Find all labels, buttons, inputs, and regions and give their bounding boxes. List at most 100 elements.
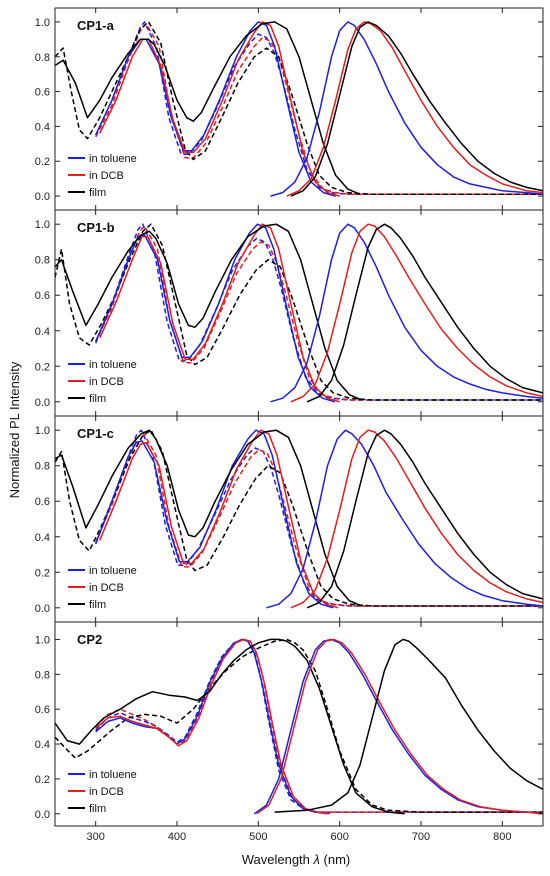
y-tick-label: 0.4: [35, 739, 50, 751]
panel-title: CP1-b: [77, 220, 115, 235]
panel-title: CP1-c: [77, 426, 114, 441]
y-tick-label: 1.0: [35, 634, 50, 646]
legend-label: in toluene: [89, 359, 137, 371]
y-tick-label: 0.8: [35, 461, 50, 473]
legend-label: film: [89, 599, 106, 611]
x-tick-label: 800: [493, 831, 511, 843]
y-tick-label: 0.0: [35, 603, 50, 615]
series-line-absorption-1: [95, 21, 543, 196]
series-line-absorption-6: [55, 638, 405, 815]
x-axis-title: Wavelength λ (nm): [242, 852, 351, 867]
series-group: [55, 638, 543, 815]
y-tick-label: 0.2: [35, 774, 50, 786]
series-line-emission-7: [270, 21, 543, 197]
y-tick-label: 0.4: [35, 121, 50, 133]
x-axis-title-symbol: λ: [313, 852, 320, 867]
y-tick-label: 0.0: [35, 191, 50, 203]
panel-2: 0.0 0.2 0.4 0.6 0.8 1.0 CP1-b in toluene in DCB f…: [35, 209, 544, 417]
series-group: [55, 429, 543, 609]
series-group: [55, 223, 543, 403]
series-line-absorption-6: [55, 21, 361, 195]
series-line-absorption-2: [95, 225, 543, 401]
series-line-absorption-4: [95, 638, 328, 815]
series-line-absorption-2: [95, 22, 543, 196]
y-tick-label: 0.2: [35, 567, 50, 579]
y-tick-label: 0.6: [35, 290, 50, 302]
x-tick-label: 600: [330, 831, 348, 843]
legend-label: in DCB: [89, 376, 124, 388]
panel-title: CP1-a: [77, 18, 115, 33]
panels-group: 0.0 0.2 0.4 0.6 0.8 1.0 CP1-a in toluene in DCB f…: [35, 7, 544, 843]
y-tick-label: 0.8: [35, 669, 50, 681]
legend: in toluene in DCB film: [68, 153, 137, 199]
legend-label: in toluene: [89, 565, 137, 577]
series-line-absorption-3: [55, 429, 543, 607]
series-line-emission-9: [306, 223, 543, 403]
legend-label: film: [89, 187, 106, 199]
y-tick-label: 0.6: [35, 496, 50, 508]
y-tick-label: 0.0: [35, 397, 50, 409]
legend: in toluene in DCB film: [68, 769, 137, 815]
series-line-emission-7: [270, 223, 543, 403]
y-tick-label: 0.8: [35, 255, 50, 267]
series-line-absorption-6: [55, 429, 362, 607]
panel-1: 0.0 0.2 0.4 0.6 0.8 1.0 CP1-a in toluene in DCB f…: [35, 7, 544, 211]
series-line-emission-8: [256, 638, 543, 815]
panel-title: CP2: [77, 632, 102, 647]
series-line-emission-9: [306, 429, 543, 609]
x-tick-label: 300: [86, 831, 104, 843]
panel-4: 0.0 0.2 0.4 0.6 0.8 1.0 300 400 500 600 700 800 CP2 i…: [35, 621, 544, 843]
y-tick-label: 1.0: [35, 17, 50, 29]
series-line-absorption-3: [55, 638, 543, 813]
x-tick-label: 400: [168, 831, 186, 843]
x-tick-label: 500: [249, 831, 267, 843]
y-tick-label: 1.0: [35, 425, 50, 437]
y-axis-title: Normalized PL Intensity: [7, 361, 22, 498]
series-line-absorption-2: [95, 431, 543, 607]
panel-frame: [54, 209, 544, 417]
panel-frame: [54, 621, 544, 827]
panel-3: 0.0 0.2 0.4 0.6 0.8 1.0 CP1-c in toluene in DCB f…: [35, 415, 544, 623]
series-line-absorption-4: [94, 429, 334, 609]
series-line-emission-9: [274, 638, 543, 813]
legend: in toluene in DCB film: [68, 565, 137, 611]
y-tick-label: 0.4: [35, 532, 50, 544]
series-line-emission-8: [290, 429, 543, 609]
series-line-emission-9: [290, 21, 543, 197]
series-line-absorption-5: [99, 429, 339, 609]
legend-label: in DCB: [89, 582, 124, 594]
series-line-absorption-3: [55, 21, 543, 196]
x-tick-label: 700: [412, 831, 430, 843]
series-line-emission-7: [266, 429, 543, 609]
y-tick-label: 0.0: [35, 809, 50, 821]
series-line-absorption-5: [95, 638, 331, 815]
series-group: [55, 21, 543, 197]
y-tick-label: 0.8: [35, 52, 50, 64]
series-line-absorption-5: [99, 21, 340, 197]
y-tick-label: 0.2: [35, 156, 50, 168]
series-line-absorption-5: [99, 223, 340, 403]
series-line-absorption-6: [55, 223, 362, 401]
y-tick-label: 0.6: [35, 87, 50, 99]
legend-label: in toluene: [89, 769, 137, 781]
panel-frame: [54, 7, 544, 211]
legend-label: in DCB: [89, 170, 124, 182]
y-tick-label: 0.4: [35, 326, 50, 338]
series-line-emission-8: [290, 223, 543, 403]
series-line-absorption-3: [55, 223, 543, 401]
legend: in toluene in DCB film: [68, 359, 137, 405]
x-axis-title-unit: (nm): [320, 852, 350, 867]
legend-label: in DCB: [89, 786, 124, 798]
series-line-absorption-4: [95, 223, 336, 403]
series-line-emission-8: [286, 21, 543, 197]
legend-label: in toluene: [89, 153, 137, 165]
y-tick-label: 0.2: [35, 361, 50, 373]
y-tick-label: 0.6: [35, 704, 50, 716]
x-axis-title-prefix: Wavelength: [242, 852, 314, 867]
y-tick-label: 1.0: [35, 219, 50, 231]
series-line-absorption-1: [94, 429, 543, 607]
series-line-emission-7: [253, 638, 543, 815]
legend-label: film: [89, 393, 106, 405]
legend-label: film: [89, 803, 106, 815]
